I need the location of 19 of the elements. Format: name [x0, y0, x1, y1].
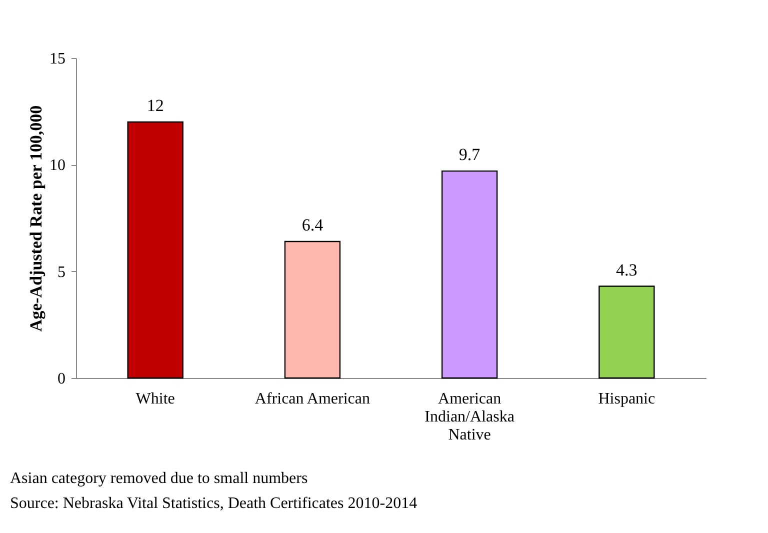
data-label: 9.7 [458, 145, 481, 164]
y-tick-label: 10 [50, 157, 66, 174]
x-tick-label: American Indian/Alaska Native [424, 390, 514, 444]
data-label: 12 [146, 96, 164, 115]
bar [441, 170, 498, 379]
data-label: 4.3 [616, 260, 638, 280]
data-label: 6.4 [302, 215, 324, 234]
x-tick-label: Hispanic [598, 390, 656, 408]
bar [598, 286, 655, 379]
text: Asian category removed due to small numbers [10, 470, 308, 487]
y-axis-title: Age-Adjusted Rate per 100,000 [26, 105, 46, 332]
y-tick-label: 5 [58, 264, 66, 281]
bar [127, 121, 184, 379]
x-tick-label: African American [254, 390, 370, 408]
x-tick-label: White [136, 390, 175, 408]
y-tick-label: 0 [58, 370, 66, 388]
source-note: Source: Nebraska Vital Statistics, Death Certificates 2010-2014 [10, 495, 418, 512]
y-tick-label: 15 [50, 50, 66, 68]
bar [284, 240, 341, 379]
